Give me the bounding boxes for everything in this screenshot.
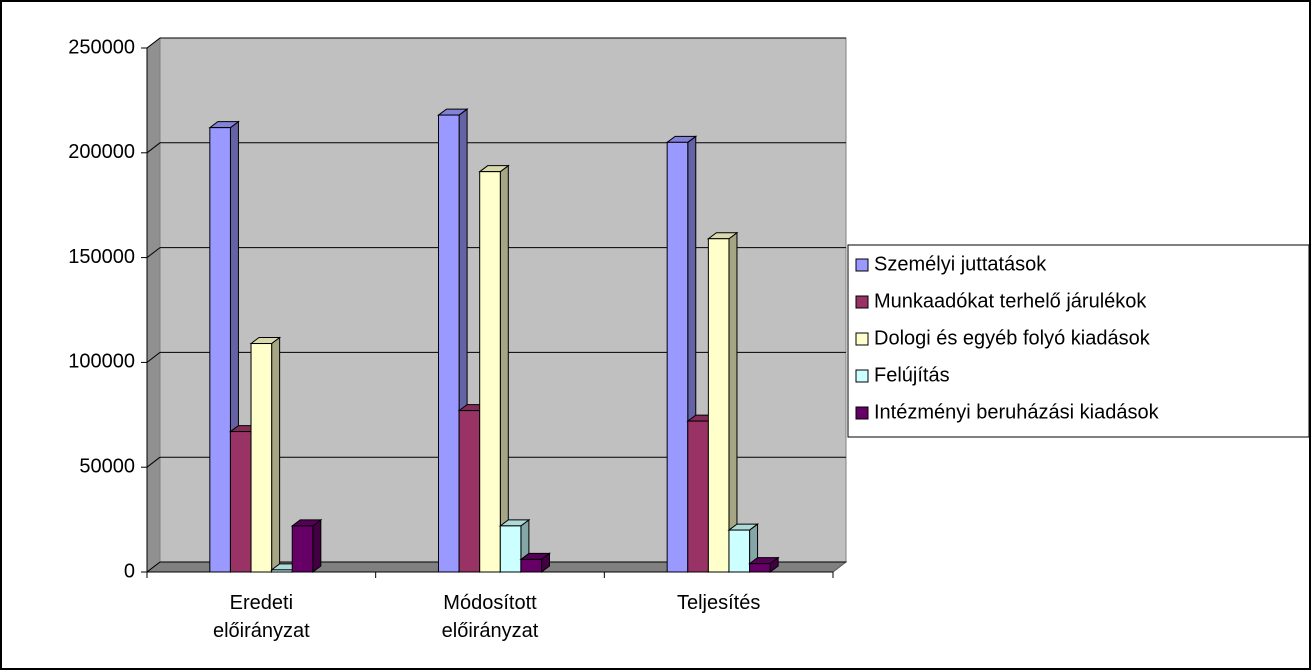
bar	[478, 164, 510, 573]
grid-line-side	[146, 142, 161, 154]
legend-box	[847, 244, 1310, 438]
bar-front	[479, 171, 501, 573]
bar-front	[250, 343, 273, 573]
legend-label: Munkaadókat terhelő járulékok	[874, 290, 1147, 312]
y-tick-label: 150000	[68, 246, 135, 268]
side-wall	[146, 36, 161, 574]
y-tick-label: 50000	[79, 455, 135, 477]
bar-front	[438, 114, 460, 573]
bar-front	[666, 141, 689, 573]
legend-swatch	[855, 369, 869, 383]
bar-side	[728, 231, 738, 573]
legend-swatch	[855, 406, 869, 420]
bar-front	[209, 127, 231, 573]
grid-line-side	[146, 247, 161, 258]
x-tick-label: Teljesítés	[677, 592, 760, 614]
bar-front	[749, 563, 771, 573]
bar-front	[707, 238, 730, 573]
bar	[208, 120, 240, 573]
bar-side	[271, 336, 281, 573]
bar-front	[291, 525, 314, 573]
y-tick-label: 0	[124, 560, 135, 582]
legend-label: Dologi és egyéb folyó kiadások	[874, 327, 1151, 349]
bar-front	[271, 569, 293, 573]
legend-label: Felújítás	[874, 364, 950, 386]
bar	[290, 518, 323, 573]
legend-swatch	[855, 332, 869, 346]
grid-line-side	[146, 352, 161, 363]
bar-side	[499, 164, 509, 573]
y-tick-label: 100000	[68, 351, 135, 373]
bar	[748, 556, 780, 573]
bar-front	[499, 525, 522, 573]
bar	[706, 231, 739, 573]
legend-swatch	[855, 258, 869, 272]
grid-line-side	[146, 37, 161, 49]
bar	[519, 552, 551, 573]
bar-side	[312, 518, 322, 573]
grid-line-side	[146, 561, 161, 573]
bar	[249, 336, 282, 573]
bar-front	[687, 420, 709, 573]
legend-swatch	[855, 295, 869, 309]
bar-front	[229, 431, 252, 573]
legend-label: Intézményi beruházási kiadások	[874, 401, 1160, 423]
bar-front	[520, 558, 543, 573]
bar-front	[728, 529, 751, 573]
bar	[498, 518, 531, 573]
x-tick-label: Eredeti előirányzat	[213, 592, 310, 642]
legend-label: Személyi juttatások	[874, 253, 1047, 275]
x-tick-label: Módosított előirányzat	[442, 592, 539, 642]
bar-front	[458, 410, 481, 573]
y-tick-label: 200000	[68, 141, 135, 163]
grid-line-side	[146, 456, 161, 468]
y-tick-label: 250000	[68, 36, 135, 58]
